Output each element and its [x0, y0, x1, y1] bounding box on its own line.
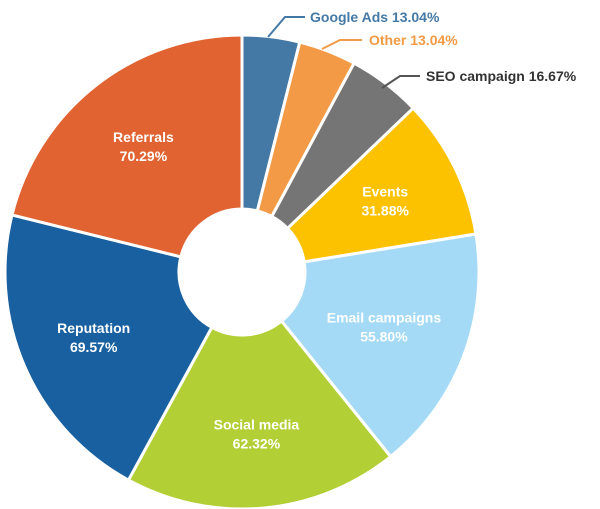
leader-line-seo-campaign — [381, 75, 420, 89]
slice-reputation — [3, 213, 214, 482]
slice-label-reputation: Reputation 69.57% — [57, 320, 130, 355]
slice-events — [286, 106, 478, 264]
slice-label-referrals: Referrals 70.29% — [113, 129, 174, 164]
slice-label-google-ads: Google Ads 13.04% — [310, 9, 440, 25]
slice-email-campaigns — [280, 232, 481, 459]
slice-social-media — [126, 319, 393, 509]
slice-label-social-media: Social media 62.32% — [214, 416, 300, 451]
leader-line-google-ads — [267, 16, 305, 38]
slices-group — [3, 33, 481, 509]
labels-group: Google Ads 13.04% Other 13.04% SEO campaig… — [57, 9, 577, 451]
leader-line-other — [321, 39, 362, 50]
slice-label-seo-campaign: SEO campaign 16.67% — [426, 68, 577, 84]
slice-label-events: Events 31.88% — [361, 184, 409, 219]
leader-lines-group — [267, 16, 420, 89]
slice-referrals — [10, 33, 244, 259]
slice-label-other: Other 13.04% — [369, 32, 458, 48]
slice-label-email-campaigns: Email campaigns 55.80% — [327, 309, 442, 344]
